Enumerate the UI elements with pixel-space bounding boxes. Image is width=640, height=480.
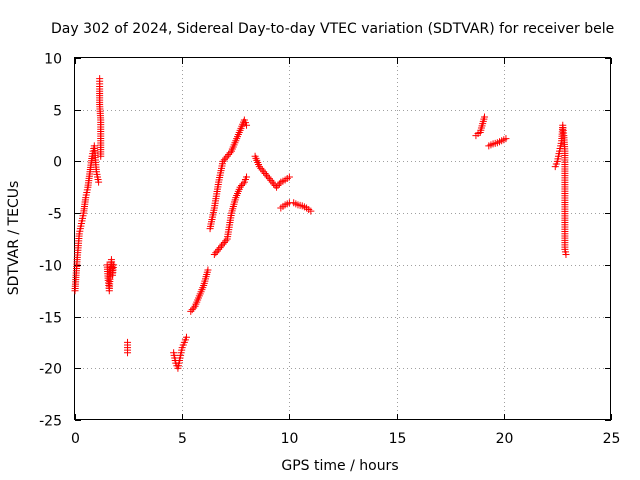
data-point-interp bbox=[188, 306, 196, 314]
data-point bbox=[562, 251, 570, 259]
data-point bbox=[124, 349, 132, 357]
data-point-interp bbox=[222, 237, 230, 245]
data-point bbox=[243, 121, 251, 129]
y-tick-label: -10 bbox=[39, 259, 62, 275]
data-point-interp bbox=[267, 176, 275, 184]
x-axis-title: GPS time / hours bbox=[281, 458, 398, 474]
data-point bbox=[481, 113, 489, 121]
data-point-interp bbox=[274, 182, 282, 190]
x-tick-label: 25 bbox=[603, 431, 621, 447]
data-markers bbox=[71, 75, 570, 372]
data-point bbox=[243, 173, 251, 181]
data-point-interp bbox=[225, 151, 233, 159]
data-point bbox=[215, 245, 223, 253]
y-tick-label: -20 bbox=[39, 362, 62, 378]
data-point bbox=[204, 266, 212, 274]
y-tick-label: 0 bbox=[53, 155, 62, 171]
x-tick-label: 10 bbox=[281, 431, 299, 447]
data-point-interp bbox=[222, 154, 230, 162]
data-point bbox=[223, 152, 231, 160]
data-point-interp bbox=[213, 247, 221, 255]
plot-frame bbox=[74, 57, 611, 420]
data-point bbox=[255, 163, 263, 171]
x-tick-label: 5 bbox=[178, 431, 187, 447]
data-point-interp bbox=[257, 164, 265, 172]
x-axis-ticks: 0 5 10 15 20 25 bbox=[71, 58, 620, 447]
data-point bbox=[236, 183, 244, 191]
grid-lines bbox=[75, 58, 611, 420]
y-tick-label: -5 bbox=[48, 207, 62, 223]
data-point bbox=[219, 240, 227, 248]
y-axis-ticks: -25 -20 -15 -10 -5 0 5 10 bbox=[39, 52, 611, 430]
data-point-interp bbox=[238, 182, 246, 190]
y-tick-label: -15 bbox=[39, 311, 62, 327]
data-point bbox=[187, 307, 195, 315]
data-point-interp bbox=[216, 244, 224, 252]
data-point-interp bbox=[261, 169, 269, 177]
data-point bbox=[97, 152, 105, 160]
y-tick-label: 5 bbox=[53, 104, 62, 120]
x-tick-label: 0 bbox=[71, 431, 80, 447]
data-point bbox=[502, 135, 510, 143]
data-point bbox=[285, 173, 293, 181]
x-tick-label: 20 bbox=[496, 431, 514, 447]
data-point-interp bbox=[218, 242, 226, 250]
data-point-interp bbox=[226, 149, 234, 157]
data-point-interp bbox=[220, 156, 228, 164]
y-axis-title: SDTVAR / TECUs bbox=[6, 181, 22, 296]
data-point-interp bbox=[212, 249, 220, 257]
data-point bbox=[307, 207, 315, 215]
data-point-interp bbox=[220, 238, 228, 246]
data-point-interp bbox=[263, 171, 271, 179]
data-point bbox=[260, 168, 268, 176]
data-point bbox=[264, 173, 272, 181]
y-tick-label: 10 bbox=[44, 52, 62, 68]
data-point bbox=[219, 157, 227, 165]
data-point bbox=[95, 178, 103, 186]
data-point-interp bbox=[239, 180, 247, 188]
x-tick-label: 15 bbox=[389, 431, 407, 447]
data-point-interp bbox=[265, 175, 273, 183]
data-point bbox=[182, 333, 190, 341]
chart-title: Day 302 of 2024, Sidereal Day-to-day VTE… bbox=[51, 21, 614, 37]
y-tick-label: -25 bbox=[39, 414, 62, 430]
data-point bbox=[273, 183, 281, 191]
data-point-interp bbox=[190, 304, 198, 312]
data-point bbox=[110, 261, 118, 269]
data-point bbox=[268, 178, 276, 186]
data-point-interp bbox=[258, 166, 266, 174]
data-point-interp bbox=[275, 180, 283, 188]
data-point bbox=[210, 251, 218, 259]
